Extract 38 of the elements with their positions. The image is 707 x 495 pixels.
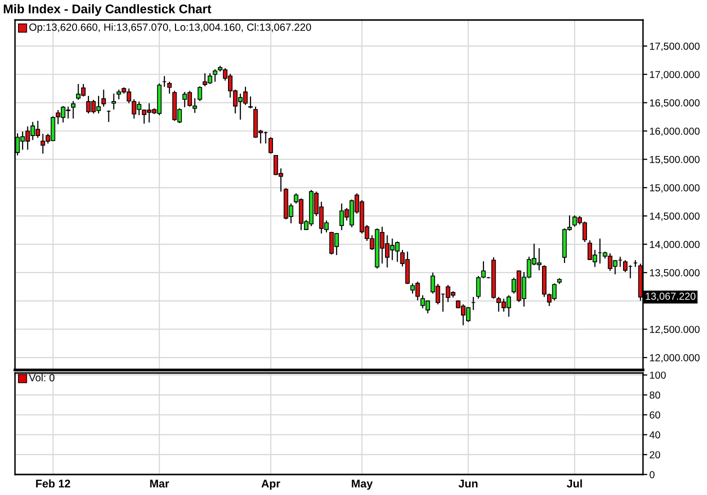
x-tick-label: Mar <box>150 480 170 488</box>
y-tick-label: 0 <box>650 471 654 478</box>
x-tick-label: Feb 12 <box>36 479 70 488</box>
annotation: Vol: 0 <box>28 374 54 382</box>
y-tick-label: 80 <box>650 391 660 399</box>
candlestick <box>198 86 202 102</box>
y-tick-label: 12,500.000 <box>650 326 700 334</box>
y-tick-label: 13,500.000 <box>650 269 700 278</box>
candlestick <box>167 81 172 94</box>
x-tick-label: Jul <box>566 479 582 488</box>
y-tick-label: 12,000.000 <box>650 354 700 363</box>
x-tick-label: May <box>352 480 373 490</box>
candlestick <box>481 260 486 279</box>
y-tick-label: 14,500.000 <box>650 212 700 221</box>
y-tick-label: 17,500.000 <box>650 42 700 52</box>
y-tick-label: 20 <box>650 451 660 458</box>
y-tick-label: 60 <box>650 411 660 419</box>
y-tick-label: 15,500.000 <box>650 156 700 164</box>
y-tick-label: 17,000.000 <box>650 70 700 80</box>
y-tick-label: 100 <box>650 372 666 379</box>
candlestick <box>268 136 273 154</box>
y-tick-label: 40 <box>649 431 660 438</box>
candlestick <box>71 100 76 120</box>
y-tick-label: 14,000.000 <box>650 240 700 250</box>
candlestick <box>112 93 116 110</box>
candlestick <box>623 260 628 273</box>
candlestick <box>101 89 106 108</box>
text: 13,067.220 <box>646 292 696 302</box>
candlestick <box>212 68 218 82</box>
candlestick <box>248 96 253 109</box>
y-tick-label: 16,500.000 <box>650 99 700 108</box>
y-tick-label: 15,000.000 <box>650 184 700 193</box>
candlestick <box>476 275 481 300</box>
x-tick-label: Apr <box>261 480 280 490</box>
x-tick-label: Jun <box>458 480 478 488</box>
chart-title: Mib Index - Daily Candlestick Chart <box>4 4 212 16</box>
y-tick-label: 16,000.000 <box>650 128 700 136</box>
annotation: Op:13,620.660, Hi:13,657.070, Lo:13,004.160, Cl:13,067.220 <box>29 23 312 33</box>
